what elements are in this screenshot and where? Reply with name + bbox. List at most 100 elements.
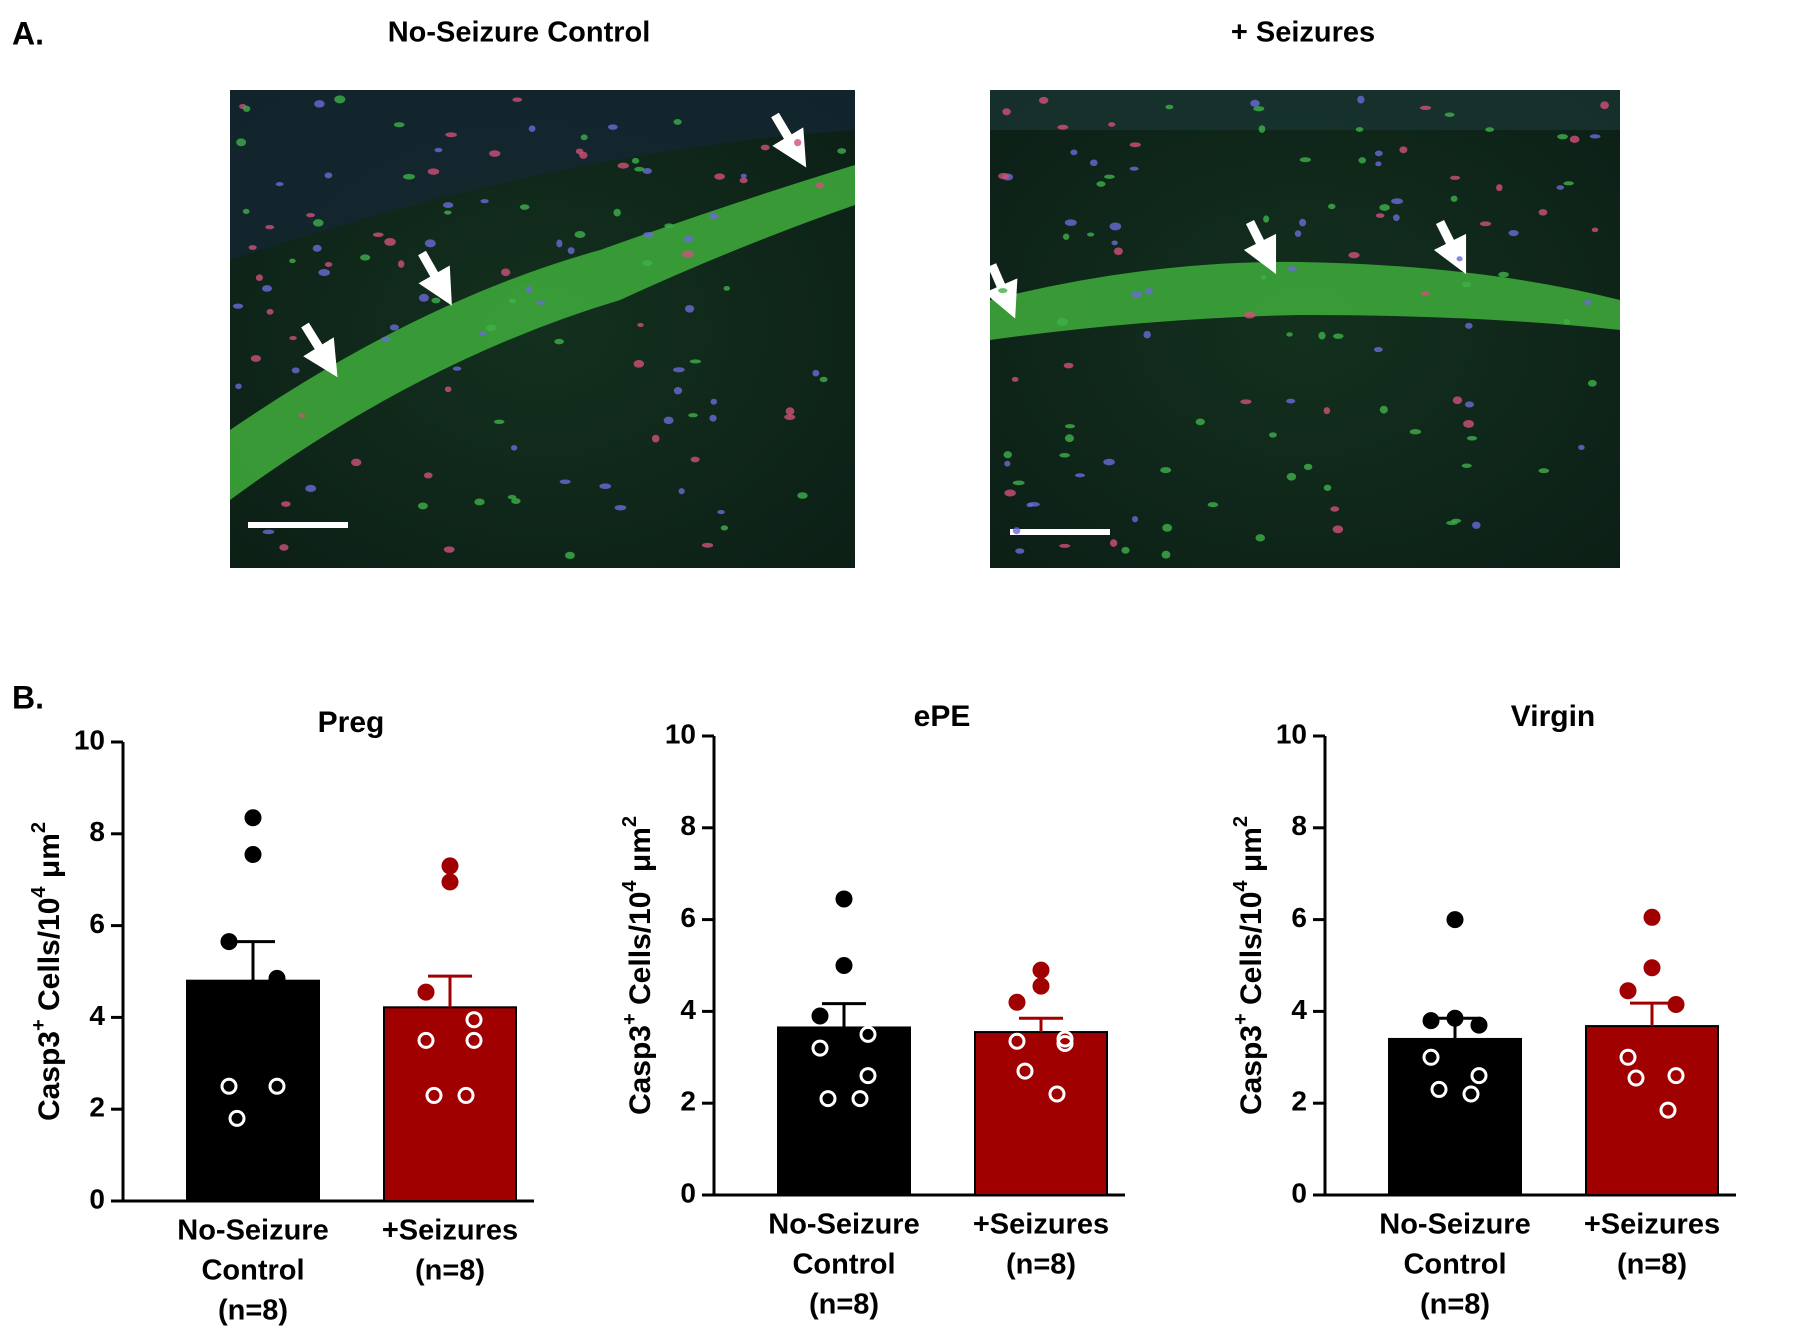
data-point bbox=[441, 873, 459, 891]
cell bbox=[760, 144, 770, 151]
cell bbox=[710, 398, 718, 405]
y-tick-label: 10 bbox=[665, 718, 696, 749]
cell bbox=[1143, 330, 1152, 339]
cell bbox=[431, 297, 441, 304]
data-point bbox=[835, 957, 853, 974]
panel-label: A. bbox=[12, 15, 44, 51]
bar bbox=[186, 979, 320, 1202]
cell bbox=[1450, 195, 1458, 202]
x-tick-label: (n=8) bbox=[809, 1289, 879, 1321]
error-bar bbox=[428, 974, 472, 1008]
cell bbox=[281, 501, 291, 507]
cell bbox=[1375, 161, 1382, 167]
cell bbox=[417, 502, 428, 510]
cell bbox=[248, 245, 257, 250]
cell bbox=[1444, 112, 1455, 117]
bar bbox=[974, 1031, 1108, 1197]
y-tick-label: 6 bbox=[680, 902, 696, 933]
cell bbox=[1162, 523, 1173, 532]
cell bbox=[1243, 311, 1256, 319]
data-point bbox=[1667, 996, 1685, 1014]
cell bbox=[423, 472, 433, 479]
cell bbox=[673, 118, 682, 125]
cell bbox=[1472, 521, 1481, 529]
cell bbox=[1109, 539, 1118, 547]
cell bbox=[1287, 266, 1298, 272]
cell bbox=[819, 376, 828, 383]
cell bbox=[1557, 133, 1568, 140]
data-point bbox=[425, 1086, 443, 1104]
cell bbox=[242, 105, 251, 112]
cell bbox=[1012, 480, 1025, 486]
cell bbox=[785, 407, 795, 416]
cell bbox=[998, 288, 1008, 294]
y-axis-label-part: + bbox=[28, 1019, 50, 1031]
error-bar bbox=[822, 1002, 866, 1028]
data-point bbox=[1008, 993, 1026, 1011]
cell bbox=[1255, 534, 1266, 542]
cell bbox=[1461, 281, 1472, 288]
image-title: No-Seizure Control bbox=[388, 17, 651, 49]
cell bbox=[1059, 543, 1071, 548]
cell bbox=[265, 225, 275, 230]
cell bbox=[723, 285, 731, 291]
x-tick-label: +Seizures bbox=[973, 1209, 1109, 1241]
cell bbox=[512, 97, 523, 102]
cell bbox=[1498, 271, 1509, 278]
cell bbox=[559, 479, 571, 485]
x-tick-label: Control bbox=[201, 1255, 304, 1287]
cell bbox=[324, 172, 333, 179]
cell bbox=[1294, 230, 1302, 237]
y-axis-label: Casp3+ Cells/104 μm2 bbox=[619, 816, 657, 1115]
cell bbox=[1374, 150, 1383, 157]
data-point bbox=[441, 857, 459, 875]
data-point bbox=[1446, 1009, 1464, 1027]
cell bbox=[1375, 213, 1385, 218]
x-tick-label: Control bbox=[792, 1249, 895, 1281]
cell bbox=[1064, 424, 1076, 429]
data-point bbox=[1422, 1012, 1440, 1030]
y-axis-label-part: 4 bbox=[619, 880, 641, 892]
x-tick-label: No-Seizure bbox=[177, 1215, 328, 1247]
cell bbox=[242, 208, 250, 214]
cell bbox=[289, 258, 296, 264]
cell bbox=[427, 168, 440, 175]
bar bbox=[777, 1026, 911, 1196]
micrograph bbox=[984, 90, 1620, 568]
bar bbox=[1388, 1037, 1522, 1196]
cell bbox=[1253, 106, 1265, 112]
cell bbox=[1563, 318, 1570, 325]
data-point bbox=[1643, 908, 1661, 926]
cell bbox=[442, 202, 454, 209]
cell bbox=[1063, 362, 1074, 369]
cell bbox=[1456, 256, 1463, 262]
error-bar bbox=[1019, 1016, 1063, 1033]
cell bbox=[424, 239, 436, 248]
cell bbox=[1332, 333, 1344, 339]
cell bbox=[318, 269, 330, 277]
cell bbox=[250, 355, 262, 362]
cell bbox=[567, 247, 575, 255]
data-point bbox=[268, 969, 286, 987]
cell bbox=[1161, 550, 1171, 559]
cell bbox=[1409, 429, 1422, 435]
y-axis-label-part: μm bbox=[1235, 827, 1268, 880]
cell bbox=[1207, 502, 1219, 508]
cell bbox=[275, 182, 284, 187]
data-point bbox=[859, 1025, 877, 1043]
y-axis-label-part: Cells/10 bbox=[1235, 892, 1268, 1014]
y-axis-label-part: Casp3 bbox=[33, 1031, 66, 1121]
cell bbox=[279, 544, 289, 551]
data-point bbox=[819, 1090, 837, 1108]
cell bbox=[1584, 299, 1592, 306]
cell bbox=[236, 138, 247, 147]
y-axis-label-part: + bbox=[619, 1013, 641, 1025]
cell bbox=[1399, 146, 1408, 154]
y-axis-label-part: Casp3 bbox=[1235, 1025, 1268, 1115]
cell bbox=[486, 324, 497, 332]
error-bar bbox=[231, 940, 275, 981]
cell bbox=[489, 150, 501, 157]
cell bbox=[633, 360, 645, 368]
cell bbox=[493, 419, 505, 424]
cell bbox=[690, 456, 700, 463]
